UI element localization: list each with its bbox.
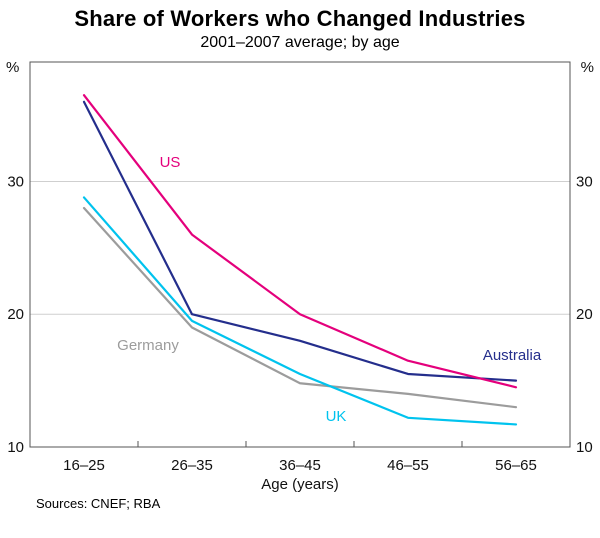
series-line-australia — [82, 100, 518, 382]
chart-container: Share of Workers who Changed Industries … — [0, 6, 600, 511]
series-label-australia: Australia — [483, 347, 542, 364]
plot-frame — [29, 61, 571, 448]
y-tick-label-left: 30 — [7, 173, 24, 190]
series-label-uk: UK — [326, 408, 347, 425]
x-axis-title: Age (years) — [261, 476, 339, 492]
x-tick-label: 46–55 — [387, 457, 429, 474]
series-line-uk — [82, 196, 518, 426]
y-tick-label-right: 10 — [576, 439, 593, 456]
x-tick-label: 36–45 — [279, 457, 321, 474]
series-line-us — [82, 94, 518, 389]
chart-subtitle: 2001–2007 average; by age — [200, 34, 400, 51]
series-label-us: US — [160, 154, 181, 171]
y-tick-label-left: 10 — [7, 439, 24, 456]
y-tick-label-right: 30 — [576, 173, 593, 190]
line-chart: % % Age (years) 10 10 20 20 30 30 16–25 26–35 36… — [6, 59, 594, 492]
sources-note: Sources: CNEF; RBA — [36, 496, 161, 511]
y-tick-label-left: 20 — [7, 306, 24, 323]
y-axis-unit-left: % — [6, 59, 19, 76]
page: { "header": { "title": "Share of Workers… — [0, 6, 600, 538]
series-label-germany: Germany — [117, 337, 179, 354]
series-line-germany — [82, 206, 518, 409]
x-tick-label: 56–65 — [495, 457, 537, 474]
y-axis-unit-right: % — [581, 59, 594, 76]
x-tick-label: 16–25 — [63, 457, 105, 474]
x-tick-label: 26–35 — [171, 457, 213, 474]
y-tick-label-right: 20 — [576, 306, 593, 323]
chart-title: Share of Workers who Changed Industries — [74, 6, 526, 31]
